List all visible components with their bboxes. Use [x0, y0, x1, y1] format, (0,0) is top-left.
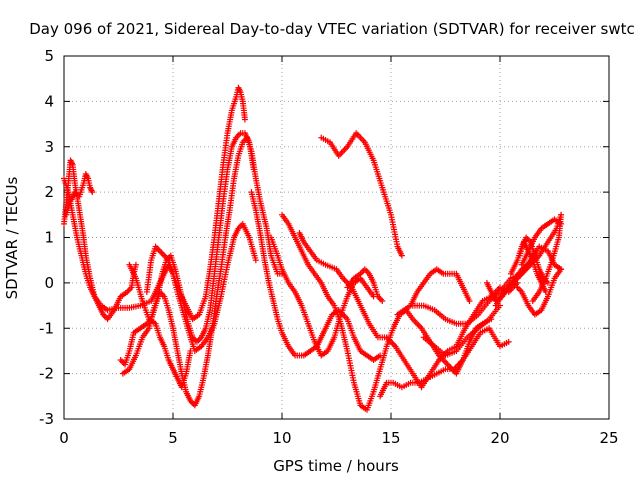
- data-point: [89, 189, 96, 196]
- y-tick-label: 4: [44, 92, 54, 110]
- series-track-19: [514, 266, 565, 318]
- series-track-15: [394, 266, 473, 318]
- data-point: [531, 252, 538, 259]
- y-tick-label: 3: [44, 138, 54, 156]
- data-point: [497, 302, 503, 309]
- series-track-21: [529, 211, 565, 305]
- series-track-22: [483, 252, 538, 305]
- data-point: [187, 347, 194, 354]
- data-point: [241, 116, 248, 123]
- series-track-4: [117, 134, 285, 409]
- data-series: [61, 84, 565, 413]
- chart-title: Day 096 of 2021, Sidereal Day-to-day VTE…: [29, 20, 635, 38]
- x-axis-label: GPS time / hours: [273, 457, 399, 475]
- data-point: [466, 298, 473, 305]
- series-track-1: [61, 157, 139, 323]
- series-track-3: [61, 175, 259, 354]
- series-track-13: [344, 266, 386, 305]
- series-track-24: [420, 302, 503, 359]
- series-track-7: [143, 84, 248, 323]
- x-tick-label: 15: [381, 429, 400, 447]
- y-axis-label: SDTVAR / TECUs: [3, 176, 21, 299]
- data-point: [505, 338, 512, 345]
- data-point: [558, 211, 565, 218]
- x-tick-labels: 0 5 10 15 20 25: [59, 429, 618, 447]
- x-tick-label: 10: [272, 429, 291, 447]
- series-track-14: [377, 325, 512, 400]
- x-tick-label: 25: [599, 429, 618, 447]
- axis-ticks: [63, 55, 610, 420]
- y-tick-label: 5: [44, 47, 54, 65]
- x-tick-label: 5: [168, 429, 178, 447]
- y-tick-labels: -3 -2 -1 0 1 2 3 4 5: [39, 47, 54, 428]
- series-track-6: [126, 261, 194, 391]
- y-tick-label: 2: [44, 183, 54, 201]
- y-tick-label: 0: [44, 274, 54, 292]
- y-tick-label: -1: [39, 319, 54, 337]
- series-track-23: [516, 239, 549, 295]
- data-point: [558, 266, 565, 273]
- y-tick-label: -2: [39, 365, 54, 383]
- y-tick-label: 1: [44, 229, 54, 247]
- data-point: [542, 288, 549, 295]
- data-point: [250, 166, 257, 173]
- series-track-12: [318, 130, 405, 259]
- data-point: [252, 257, 259, 264]
- data-point: [132, 261, 139, 268]
- data-point: [379, 298, 386, 305]
- x-tick-label: 20: [490, 429, 509, 447]
- data-point: [398, 252, 405, 259]
- x-tick-label: 0: [59, 429, 69, 447]
- y-tick-label: -3: [39, 410, 54, 428]
